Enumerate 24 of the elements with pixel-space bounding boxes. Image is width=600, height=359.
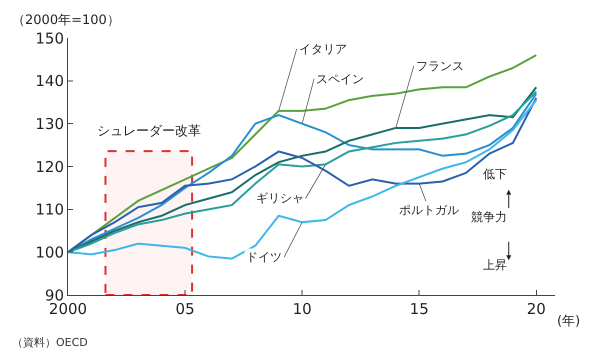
series-label: ドイツ: [246, 250, 282, 264]
x-tick-label: 10: [292, 300, 312, 318]
band-label: シュレーダー改革: [97, 124, 201, 139]
y-tick-label: 150: [35, 29, 64, 48]
y-tick-label: 100: [35, 243, 64, 262]
y-tick-label: 110: [35, 200, 64, 219]
x-tick-label: 05: [176, 300, 195, 318]
y-tick-label: 140: [35, 72, 64, 90]
text: イタリア: [299, 42, 347, 56]
text: スペイン: [316, 72, 364, 86]
text: フランス: [416, 59, 464, 73]
y-axis-title: （2000年=100）: [12, 13, 120, 28]
x-tick-label: 15: [410, 300, 429, 318]
x-axis-title: (年): [557, 314, 580, 329]
annotation: 競争力: [471, 210, 507, 224]
series-label: ポルトガル: [399, 203, 459, 217]
annotation: 上昇: [483, 258, 507, 272]
y-tick-label: 130: [35, 114, 64, 133]
x-tick-label: 2000: [48, 300, 88, 318]
x-tick-label: 20: [526, 300, 546, 318]
text: （資料）OECD: [12, 336, 88, 349]
series-label: ギリシャ: [256, 191, 304, 205]
annotation: 低下: [483, 167, 507, 181]
y-tick-label: 120: [35, 158, 64, 176]
